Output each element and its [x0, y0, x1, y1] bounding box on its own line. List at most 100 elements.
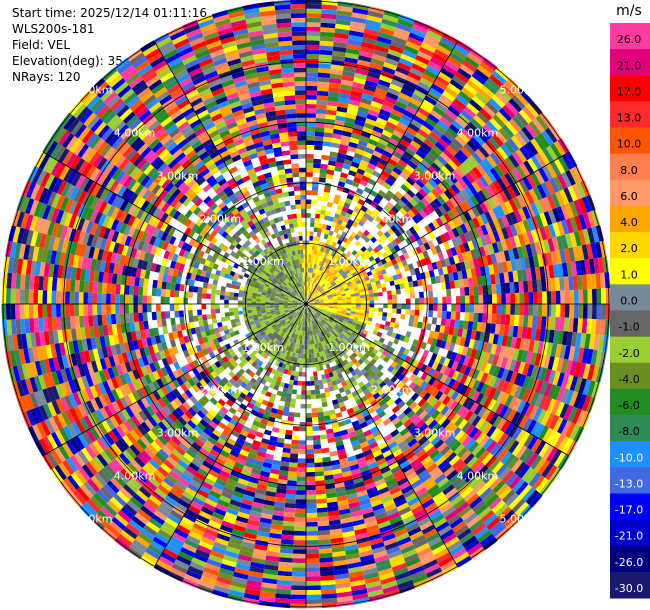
velocity-gate: [386, 142, 397, 151]
velocity-gate: [436, 44, 452, 56]
velocity-gate: [488, 220, 497, 233]
velocity-gate: [376, 237, 384, 244]
velocity-gate: [306, 458, 315, 464]
velocity-gate: [335, 254, 341, 260]
velocity-gate: [454, 181, 465, 192]
velocity-gate: [330, 267, 335, 273]
velocity-gate: [361, 410, 370, 418]
velocity-gate: [312, 282, 316, 288]
velocity-gate: [466, 456, 479, 468]
velocity-gate: [441, 165, 452, 177]
velocity-gate: [436, 120, 449, 131]
velocity-gate: [342, 260, 348, 266]
velocity-gate: [447, 173, 458, 184]
velocity-gate: [306, 567, 320, 573]
velocity-gate: [399, 138, 410, 148]
velocity-gate: [314, 289, 318, 294]
velocity-gate: [534, 241, 542, 255]
velocity-gate: [355, 301, 361, 304]
velocity-gate: [333, 364, 339, 371]
velocity-gate: [356, 230, 364, 237]
velocity-gate: [450, 335, 458, 344]
velocity-gate: [463, 453, 475, 465]
velocity-gate: [363, 429, 372, 437]
velocity-gate: [321, 291, 326, 295]
velocity-gate: [316, 352, 321, 358]
velocity-gate: [432, 105, 445, 117]
velocity-gate: [320, 22, 336, 29]
velocity-gate: [442, 532, 457, 545]
velocity-gate: [469, 401, 480, 413]
velocity-gate: [463, 106, 477, 119]
velocity-gate: [293, 540, 306, 545]
velocity-gate: [472, 258, 480, 269]
velocity-gate: [561, 154, 574, 170]
velocity-gate: [534, 353, 542, 367]
velocity-gate: [382, 418, 392, 426]
velocity-gate: [322, 354, 328, 361]
velocity-gate: [334, 32, 349, 40]
velocity-gate: [321, 447, 330, 454]
velocity-gate: [530, 155, 543, 170]
velocity-gate: [521, 467, 534, 482]
velocity-gate: [427, 336, 434, 345]
velocity-gate: [412, 136, 424, 146]
velocity-gate: [312, 334, 316, 340]
velocity-gate: [312, 426, 320, 432]
velocity-gate: [369, 249, 376, 256]
velocity-gate: [330, 291, 336, 295]
velocity-gate: [553, 176, 564, 192]
velocity-gate: [318, 270, 323, 276]
velocity-gate: [408, 197, 418, 207]
velocity-gate: [451, 370, 460, 381]
velocity-gate: [306, 562, 320, 568]
velocity-gate: [439, 502, 453, 514]
velocity-gate: [430, 162, 441, 173]
velocity-gate: [475, 204, 485, 216]
velocity-gate: [294, 412, 301, 418]
velocity-gate: [327, 91, 340, 98]
velocity-gate: [358, 275, 365, 280]
velocity-gate: [316, 502, 328, 509]
velocity-gate: [334, 316, 340, 321]
velocity-gate: [367, 490, 380, 499]
velocity-gate: [306, 476, 316, 482]
velocity-gate: [492, 365, 501, 378]
velocity-gate: [390, 368, 398, 376]
velocity-gate: [402, 83, 416, 94]
velocity-gate: [327, 234, 333, 241]
velocity-gate: [417, 398, 427, 408]
velocity-gate: [462, 397, 472, 408]
velocity-gate: [383, 193, 392, 202]
velocity-gate: [367, 406, 376, 415]
velocity-gate: [469, 48, 485, 62]
velocity-gate: [561, 373, 570, 389]
velocity-gate: [550, 449, 562, 465]
velocity-gate: [371, 381, 379, 389]
velocity-gate: [442, 63, 457, 76]
velocity-gate: [559, 276, 565, 291]
velocity-gate: [376, 563, 392, 572]
velocity-gate: [315, 393, 321, 399]
velocity-gate: [359, 344, 365, 350]
velocity-gate: [453, 443, 465, 455]
velocity-gate: [551, 236, 560, 252]
velocity-gate: [449, 79, 464, 91]
velocity-gate: [434, 275, 441, 284]
velocity-gate: [407, 143, 419, 154]
velocity-gate: [345, 48, 360, 55]
velocity-gate: [442, 202, 451, 213]
velocity-gate: [462, 200, 472, 211]
velocity-gate: [473, 295, 479, 304]
velocity-gate: [353, 152, 363, 160]
velocity-gate: [472, 369, 480, 380]
velocity-gate: [487, 304, 493, 314]
velocity-gate: [348, 431, 357, 438]
velocity-gate: [330, 322, 336, 327]
velocity-gate: [515, 149, 528, 163]
velocity-gate: [542, 291, 547, 304]
velocity-gate: [508, 396, 518, 410]
velocity-gate: [306, 471, 315, 477]
velocity-gate: [350, 21, 366, 29]
velocity-gate: [423, 442, 434, 453]
